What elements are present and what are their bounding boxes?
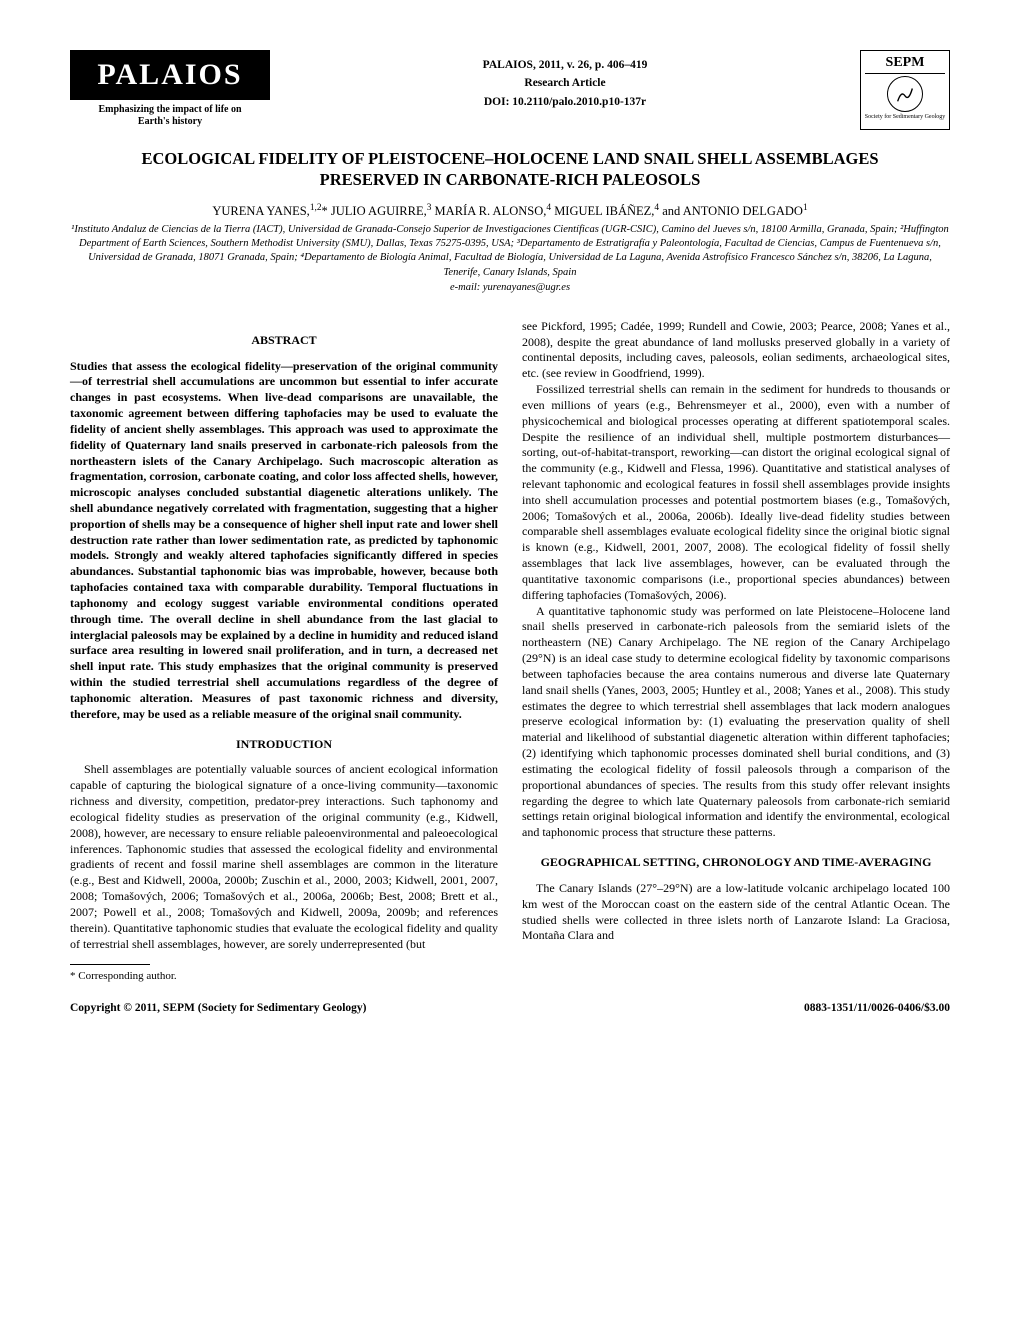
right-paragraph-2: Fossilized terrestrial shells can remain… <box>522 382 950 604</box>
footnote-rule <box>70 964 150 965</box>
header-center: PALAIOS, 2011, v. 26, p. 406–419 Researc… <box>483 50 648 111</box>
page-footer: Copyright © 2011, SEPM (Society for Sedi… <box>70 1002 950 1014</box>
sepm-icon <box>887 76 923 112</box>
journal-logo-block: PALAIOS Emphasizing the impact of life o… <box>70 50 270 128</box>
title-line2: PRESERVED IN CARBONATE-RICH PALEOSOLS <box>320 170 701 189</box>
tagline-line1: Emphasizing the impact of life on <box>98 104 241 115</box>
sepm-label: SEPM <box>865 55 945 74</box>
left-column: ABSTRACT Studies that assess the ecologi… <box>70 319 498 984</box>
issn-text: 0883-1351/11/0026-0406/$3.00 <box>804 1002 950 1014</box>
page: PALAIOS Emphasizing the impact of life o… <box>0 0 1020 1044</box>
right-paragraph-3: A quantitative taphonomic study was perf… <box>522 604 950 841</box>
sepm-logo: SEPM Society for Sedimentary Geology <box>860 50 950 130</box>
corresponding-email: e-mail: yurenayanes@ugr.es <box>70 282 950 293</box>
sepm-sub: Society for Sedimentary Geology <box>861 114 949 120</box>
doi: DOI: 10.2110/palo.2010.p10-137r <box>483 93 648 111</box>
geo-paragraph-1: The Canary Islands (27°–29°N) are a low-… <box>522 881 950 944</box>
right-paragraph-1: see Pickford, 1995; Cadée, 1999; Rundell… <box>522 319 950 382</box>
copyright-text: Copyright © 2011, SEPM (Society for Sedi… <box>70 1002 367 1014</box>
abstract-text: Studies that assess the ecological fidel… <box>70 359 498 723</box>
header-block: PALAIOS Emphasizing the impact of life o… <box>70 50 950 130</box>
affiliations: ¹Instituto Andaluz de Ciencias de la Tie… <box>70 223 950 280</box>
article-type: Research Article <box>483 74 648 92</box>
introduction-heading: INTRODUCTION <box>70 737 498 753</box>
tagline-line2: Earth's history <box>138 116 202 127</box>
right-column: see Pickford, 1995; Cadée, 1999; Rundell… <box>522 319 950 984</box>
abstract-heading: ABSTRACT <box>70 333 498 349</box>
journal-logo-text: PALAIOS <box>70 50 270 100</box>
author-list: YURENA YANES,1,2* JULIO AGUIRRE,3 MARÍA … <box>70 203 950 219</box>
article-title: ECOLOGICAL FIDELITY OF PLEISTOCENE–HOLOC… <box>70 148 950 191</box>
title-line1: ECOLOGICAL FIDELITY OF PLEISTOCENE–HOLOC… <box>141 149 878 168</box>
geo-heading: GEOGRAPHICAL SETTING, CHRONOLOGY AND TIM… <box>522 855 950 871</box>
two-column-body: ABSTRACT Studies that assess the ecologi… <box>70 319 950 984</box>
corresponding-note: * Corresponding author. <box>70 969 498 984</box>
journal-tagline: Emphasizing the impact of life on Earth'… <box>70 104 270 128</box>
intro-paragraph-1: Shell assemblages are potentially valuab… <box>70 762 498 952</box>
journal-citation: PALAIOS, 2011, v. 26, p. 406–419 <box>483 56 648 74</box>
